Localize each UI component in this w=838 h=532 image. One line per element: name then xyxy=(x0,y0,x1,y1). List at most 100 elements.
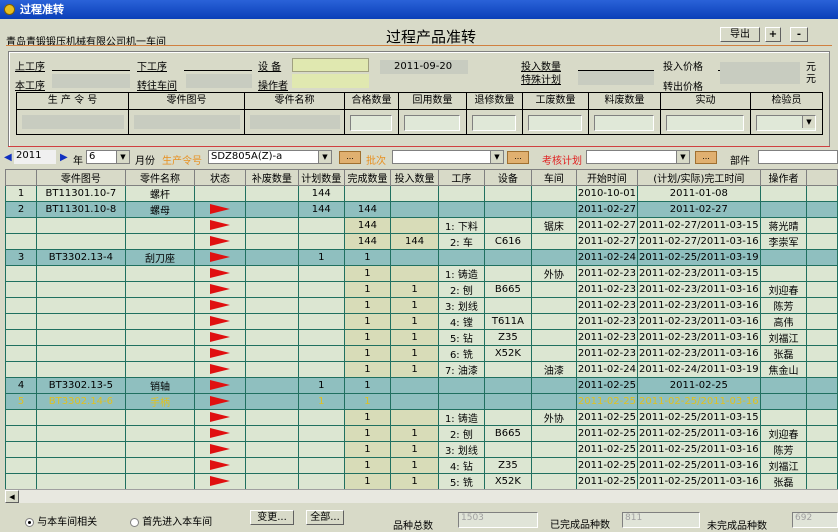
window-title: 过程准转 xyxy=(20,3,64,16)
table-row[interactable]: 1 1 2: 刨 B665 2011-02-25 2011-02-25/2011-03-1… xyxy=(4,425,838,442)
col-header-extra[interactable] xyxy=(806,169,838,186)
year-next-icon[interactable]: ▶ xyxy=(60,152,68,163)
inspector-input[interactable]: ▼ xyxy=(750,109,823,135)
prev-op-label[interactable]: 上工序 xyxy=(15,62,45,73)
col-header-row-num[interactable] xyxy=(4,169,38,186)
table-row[interactable]: 1 1 4: 镗 T611A 2011-02-23 2011-02-23/2011-03-… xyxy=(4,313,838,330)
table-row[interactable]: 1 1 5: 铣 X52K 2011-02-25 2011-02-25/2011-03-1… xyxy=(4,473,838,490)
table-row[interactable]: 144 1: 下料 锯床 2011-02-27 2011-02-27/2011-03-1… xyxy=(4,217,838,234)
export-button[interactable]: 导出 xyxy=(720,27,760,42)
batch-select[interactable]: ▼ xyxy=(392,150,504,164)
repair-qty-input[interactable] xyxy=(466,109,523,135)
row-num-cell xyxy=(4,217,38,234)
equipment-input[interactable] xyxy=(292,58,369,72)
col-header-equipment[interactable]: 设备 xyxy=(483,169,532,186)
operation-cell: 1: 下料 xyxy=(437,217,485,234)
scroll-left-icon[interactable]: ◀ xyxy=(5,490,19,503)
chevron-down-icon[interactable]: ▼ xyxy=(318,151,331,163)
qualified-qty-input[interactable] xyxy=(344,109,399,135)
radio-first-enter[interactable]: 首先进入本车间 xyxy=(130,513,212,528)
to-workshop-field[interactable] xyxy=(186,74,252,88)
year-field[interactable]: 2011 xyxy=(14,150,56,164)
next-op-label[interactable]: 下工序 xyxy=(137,62,167,73)
col-header-status[interactable]: 状态 xyxy=(194,169,246,186)
table-row[interactable]: 5 BT3302.14-6 手柄 1 1 2011-02-25 2011-02-25/201… xyxy=(4,393,838,410)
next-op-field[interactable] xyxy=(184,70,252,71)
col-header-done-qty[interactable]: 完成数量 xyxy=(343,169,392,186)
table-row[interactable]: 1 1 7: 油漆 油漆 2011-02-24 2011-02-24/2011-03-19… xyxy=(4,361,838,378)
out-price-field[interactable] xyxy=(720,62,800,84)
plan-qty-cell xyxy=(297,217,345,234)
radio-icon[interactable] xyxy=(25,517,34,527)
table-row[interactable]: 1 1 3: 划线 2011-02-25 2011-02-25/2011-03-16 陈芳 xyxy=(4,441,838,458)
table-row[interactable]: 1 1 2: 刨 B665 2011-02-23 2011-02-23/2011-03-1… xyxy=(4,281,838,298)
equipment-label[interactable]: 设 备 xyxy=(258,62,282,73)
flag-icon xyxy=(210,220,231,230)
col-header-finish-time[interactable]: (计划/实际)完工时间 xyxy=(637,169,761,186)
horizontal-scrollbar[interactable]: ◀ xyxy=(5,489,838,503)
change-button[interactable]: 变更... xyxy=(250,510,294,525)
date-field[interactable]: 2011-09-20 xyxy=(380,60,468,74)
col-header-start-time[interactable]: 开始时间 xyxy=(575,169,639,186)
part-name-input[interactable] xyxy=(244,109,345,135)
col-header-plan-qty[interactable]: 计划数量 xyxy=(297,169,345,186)
col-header-operation[interactable]: 工序 xyxy=(437,169,485,186)
month-select[interactable]: 6 ▼ xyxy=(86,150,130,164)
special-plan-label[interactable]: 特殊计划 xyxy=(521,75,561,86)
radio-related[interactable]: 与本车间相关 xyxy=(25,513,97,528)
part-no-input[interactable] xyxy=(128,109,245,135)
col-header-part-no[interactable]: 零件图号 xyxy=(36,169,126,186)
col-header-part-name[interactable]: 零件名称 xyxy=(124,169,196,186)
col-header-scrap-qty[interactable]: 补废数量 xyxy=(244,169,299,186)
to-workshop-label[interactable]: 转往车间 xyxy=(137,81,177,92)
col-header-workshop[interactable]: 车间 xyxy=(530,169,577,186)
table-row[interactable]: 1 1 6: 铣 X52K 2011-02-23 2011-02-23/2011-03-1… xyxy=(4,345,838,362)
order-no-input[interactable] xyxy=(16,109,129,135)
table-row[interactable]: 1 1 3: 划线 2011-02-23 2011-02-23/2011-03-16 陈芳 xyxy=(4,297,838,314)
table-row[interactable]: 4 BT3302.13-5 销轴 1 1 2011-02-25 2011-02-25 xyxy=(4,377,838,394)
table-row[interactable]: 1 1 5: 钻 Z35 2011-02-23 2011-02-23/2011-03-16… xyxy=(4,329,838,346)
extra-cell xyxy=(806,249,838,266)
this-op-label[interactable]: 本工序 xyxy=(15,81,45,92)
order-browse-button[interactable]: ... xyxy=(339,151,361,164)
done-qty-cell: 1 xyxy=(343,281,392,298)
table-row[interactable]: 2 BT11301.10-8 螺母 144 144 2011-02-27 2011-02-2… xyxy=(4,201,838,218)
expand-button[interactable]: + xyxy=(765,27,781,42)
chevron-down-icon[interactable]: ▼ xyxy=(490,151,503,163)
this-op-field[interactable] xyxy=(52,74,130,88)
work-scrap-qty-input[interactable] xyxy=(522,109,589,135)
table-row[interactable]: 1 BT11301.10-7 螺杆 144 2010-10-01 2011-01-08 xyxy=(4,185,838,202)
material-scrap-qty-input[interactable] xyxy=(588,109,661,135)
operator-label[interactable]: 操作者 xyxy=(258,81,288,92)
batch-browse-button[interactable]: ... xyxy=(507,151,529,164)
part-input[interactable] xyxy=(758,150,838,164)
col-header-operator[interactable]: 操作者 xyxy=(759,169,808,186)
chevron-down-icon[interactable]: ▼ xyxy=(802,116,815,128)
input-qty-cell xyxy=(390,217,439,234)
radio-icon[interactable] xyxy=(130,517,139,527)
operator-input[interactable] xyxy=(292,74,369,88)
year-prev-icon[interactable]: ◀ xyxy=(4,152,12,163)
prev-op-field[interactable] xyxy=(52,70,130,71)
flag-icon xyxy=(210,300,231,310)
table-row[interactable]: 1 1 4: 钻 Z35 2011-02-25 2011-02-25/2011-03-16… xyxy=(4,457,838,474)
collapse-button[interactable]: - xyxy=(790,27,808,42)
table-row[interactable]: 1 1: 铸造 外协 2011-02-23 2011-02-23/2011-03-15 xyxy=(4,265,838,282)
chevron-down-icon[interactable]: ▼ xyxy=(676,151,689,163)
col-header-input-qty[interactable]: 投入数量 xyxy=(390,169,439,186)
actual-hours-input[interactable] xyxy=(660,109,751,135)
table-row[interactable]: 1 1: 铸造 外协 2011-02-25 2011-02-25/2011-03-15 xyxy=(4,409,838,426)
reuse-qty-input[interactable] xyxy=(398,109,467,135)
input-qty-field[interactable] xyxy=(578,70,654,71)
part-name-cell xyxy=(124,441,196,458)
plan-select[interactable]: ▼ xyxy=(586,150,690,164)
plan-browse-button[interactable]: ... xyxy=(695,151,717,164)
special-plan-field[interactable] xyxy=(578,71,654,85)
table-row[interactable]: 144 144 2: 车 C616 2011-02-27 2011-02-27/2011-… xyxy=(4,233,838,250)
start-time-cell: 2011-02-25 xyxy=(575,409,639,426)
input-qty-label[interactable]: 投入数量 xyxy=(521,62,561,73)
all-button[interactable]: 全部... xyxy=(306,510,344,525)
order-select[interactable]: SDZ805A(Z)-a ▼ xyxy=(208,150,332,164)
chevron-down-icon[interactable]: ▼ xyxy=(116,151,129,163)
table-row[interactable]: 3 BT3302.13-4 刮刀座 1 1 2011-02-24 2011-02-25/20… xyxy=(4,249,838,266)
